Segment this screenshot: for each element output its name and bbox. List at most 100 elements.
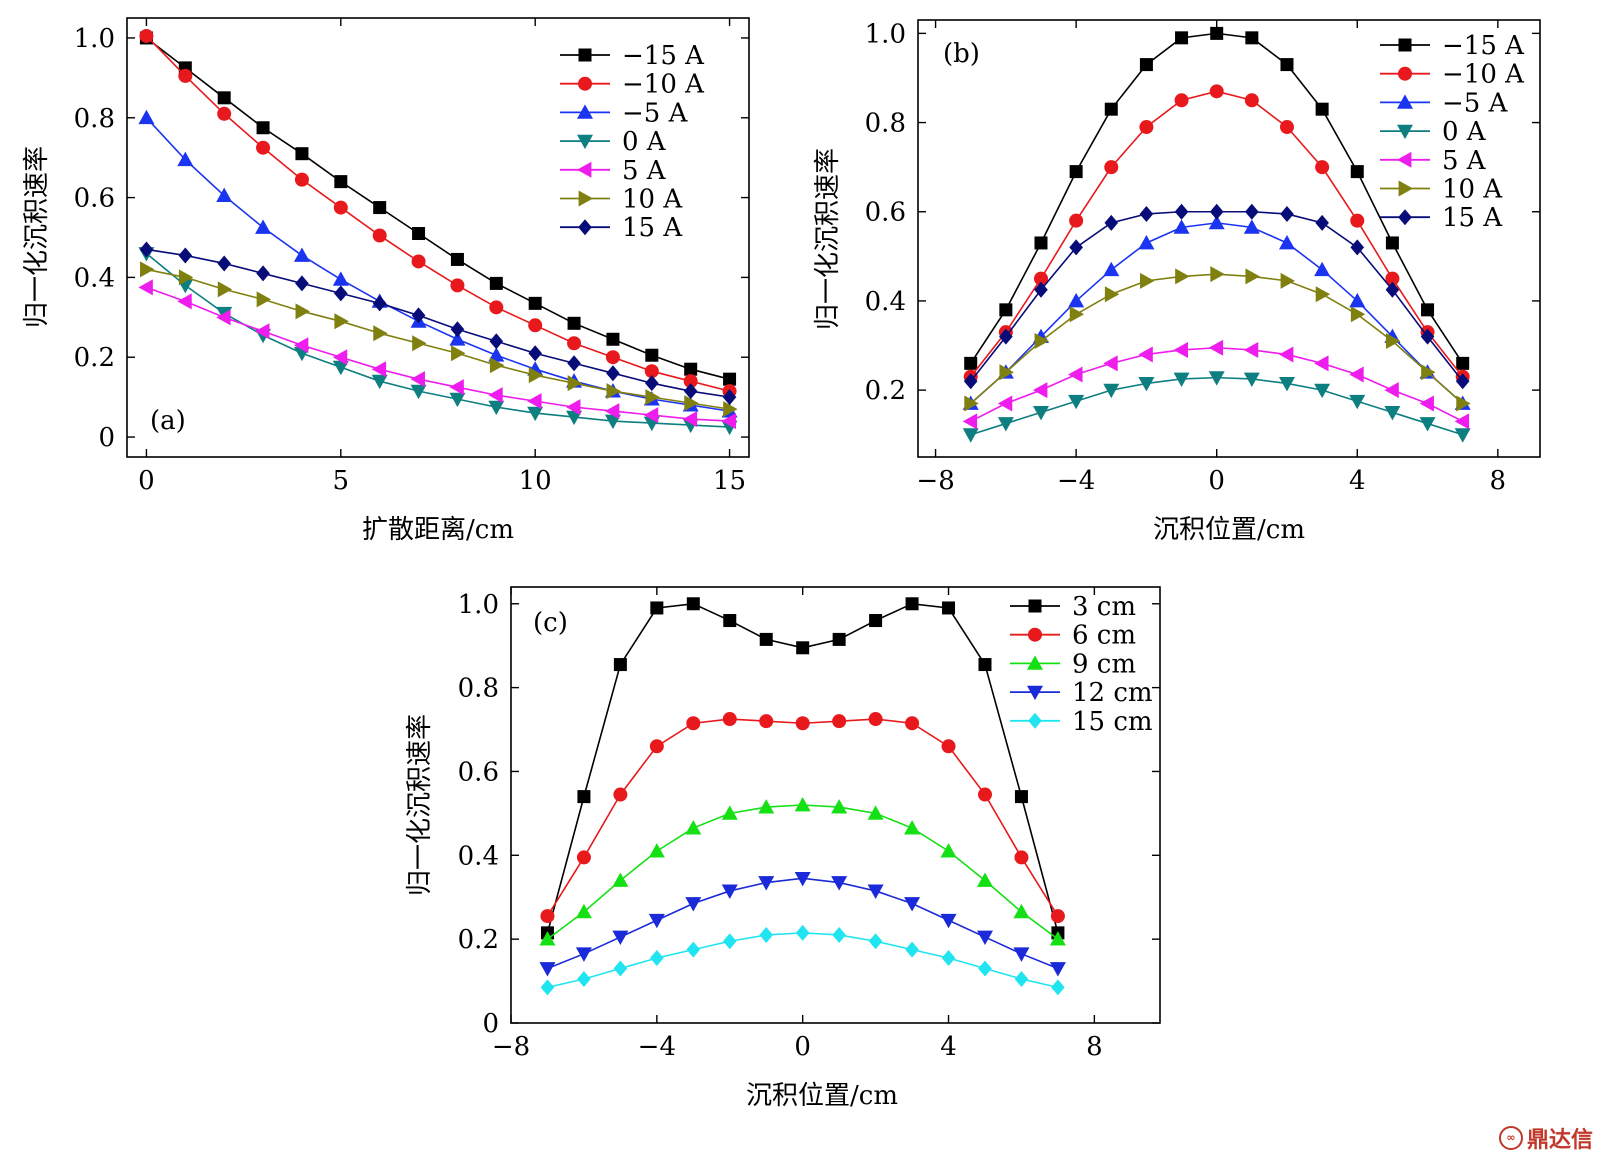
data-point [216, 309, 231, 326]
legend-label: 0 A [622, 127, 667, 157]
data-point [832, 926, 846, 943]
data-point [489, 333, 504, 350]
y-tick-label: 0.6 [458, 757, 499, 787]
data-point [683, 374, 698, 389]
data-point [964, 395, 979, 412]
legend-marker [1028, 599, 1042, 613]
data-point [1350, 239, 1365, 256]
data-point [577, 790, 591, 804]
data-point [868, 933, 883, 950]
data-point [613, 787, 628, 802]
legend-label: 0 A [1442, 117, 1487, 147]
data-point [1243, 372, 1260, 387]
data-point [566, 399, 581, 416]
y-tick-label: 0.4 [458, 841, 499, 871]
series-2 [539, 797, 1066, 946]
legend-marker [577, 161, 592, 178]
data-point [1104, 160, 1119, 175]
data-point [795, 924, 810, 941]
data-point [831, 799, 848, 814]
data-point [613, 658, 627, 672]
data-point [759, 632, 773, 646]
data-point [577, 970, 591, 987]
data-point [217, 91, 231, 105]
data-point [1456, 356, 1470, 370]
series-1 [139, 28, 737, 399]
legend-marker [578, 190, 593, 207]
legend-marker [1028, 712, 1042, 729]
data-point [650, 601, 664, 615]
data-point [1208, 371, 1225, 386]
legend-marker [1398, 180, 1413, 197]
y-tick-label: 0.8 [865, 109, 906, 139]
legend-label: −10 A [622, 70, 705, 100]
data-point [256, 121, 270, 135]
data-point [488, 400, 505, 416]
x-tick-label: −4 [638, 1032, 676, 1062]
data-point [1069, 165, 1083, 179]
data-point [412, 335, 427, 352]
data-point [1049, 931, 1066, 946]
series-3 [962, 371, 1471, 443]
data-point [527, 406, 544, 422]
series-line [145, 252, 730, 428]
data-point [177, 151, 194, 167]
data-point [334, 175, 348, 189]
data-point [1032, 406, 1049, 421]
data-point [1103, 383, 1120, 399]
data-point [606, 383, 621, 400]
data-point [1068, 292, 1085, 308]
logo-icon: ∞ [1498, 1126, 1523, 1150]
data-point [964, 356, 978, 370]
data-point [759, 926, 774, 943]
data-point [649, 739, 664, 754]
data-point [977, 787, 992, 802]
data-point [528, 345, 542, 362]
data-point [566, 410, 583, 426]
data-point [489, 357, 505, 374]
y-tick-label: 1.0 [458, 590, 499, 620]
data-point [449, 379, 464, 396]
series-3 [138, 247, 738, 436]
data-point [1034, 281, 1048, 298]
data-point [978, 960, 992, 977]
data-point [410, 371, 425, 388]
data-point [334, 285, 348, 302]
legend-marker [1027, 655, 1043, 670]
watermark: ∞ 鼎达信 [1498, 1122, 1593, 1154]
legend-label: 5 A [622, 156, 667, 186]
data-point [1103, 355, 1118, 372]
data-point [905, 941, 919, 958]
data-point [255, 323, 270, 340]
legend-marker [1398, 38, 1412, 52]
series-line [145, 35, 730, 392]
data-point [604, 414, 621, 430]
data-point [1243, 219, 1260, 234]
data-point [758, 876, 775, 891]
data-point [489, 276, 503, 290]
data-point [332, 349, 348, 366]
y-tick-label: 0 [482, 1009, 499, 1039]
legend-marker [1028, 627, 1042, 642]
x-tick-label: −8 [492, 1032, 530, 1062]
data-point [795, 716, 810, 731]
data-point [140, 261, 155, 278]
legend: −15 A−10 A−5 A0 A5 A10 A15 A [1380, 31, 1525, 233]
data-point [604, 403, 620, 420]
data-point [217, 255, 231, 272]
data-point [411, 307, 426, 324]
data-point [1315, 102, 1329, 116]
data-point [1068, 394, 1085, 410]
data-point [997, 395, 1013, 412]
data-point [941, 739, 956, 754]
panel-label: (c) [533, 608, 568, 638]
data-point [999, 328, 1013, 345]
data-point [759, 714, 774, 729]
legend-marker [577, 134, 593, 150]
data-point [372, 228, 387, 243]
data-point [372, 295, 387, 312]
data-point [978, 658, 992, 672]
data-point [1385, 271, 1400, 286]
data-point [528, 296, 542, 310]
